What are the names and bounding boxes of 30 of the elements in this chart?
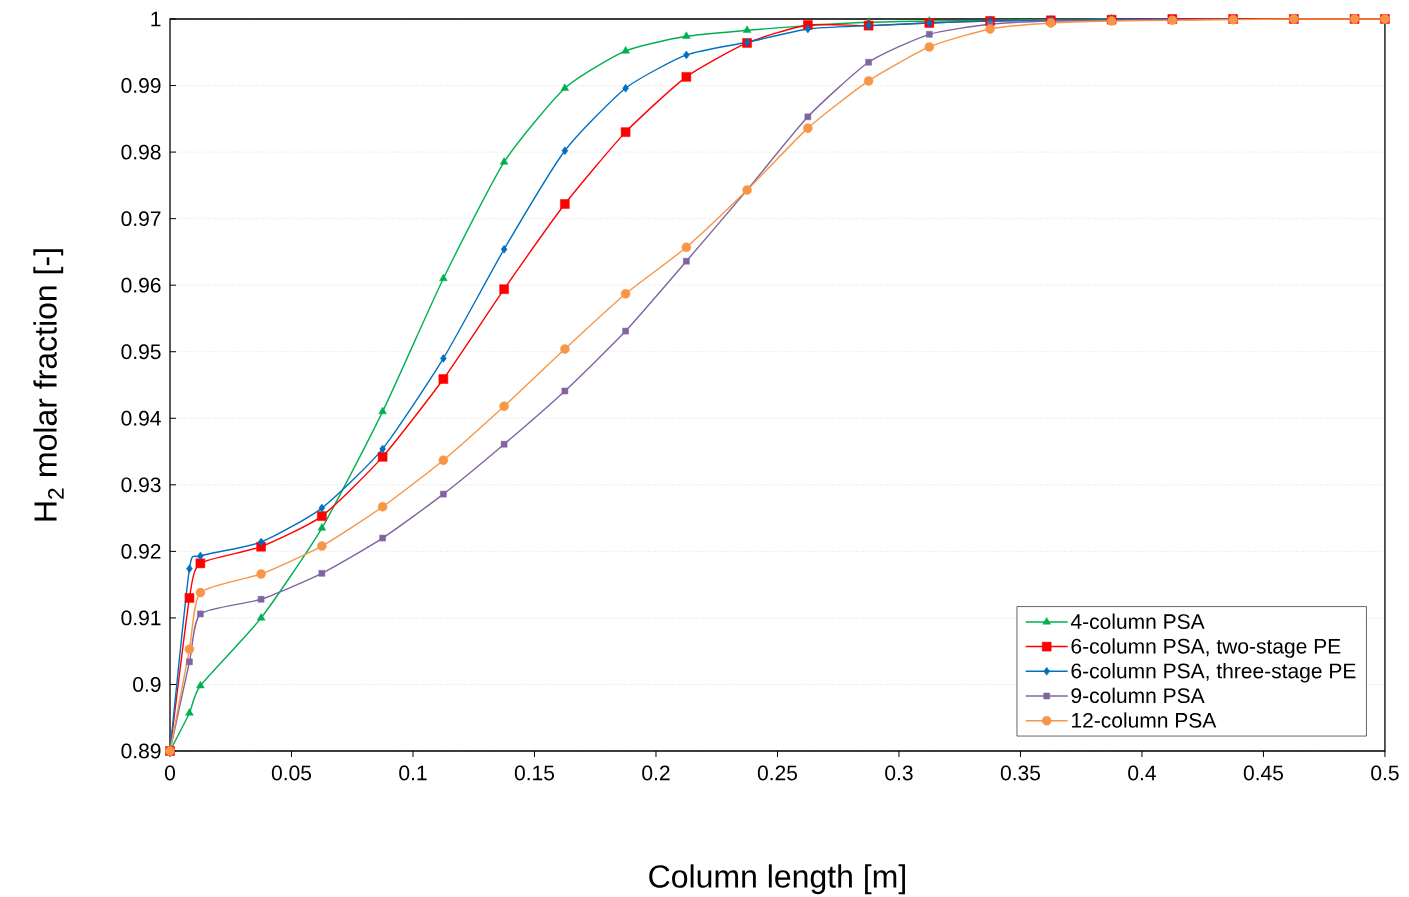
x-tick-label: 0.3 bbox=[885, 765, 913, 781]
legend-label: 6-column PSA, three-stage PE bbox=[1071, 662, 1356, 683]
y-tick-label: 0.92 bbox=[121, 543, 161, 559]
x-tick-label: 0.15 bbox=[514, 765, 555, 781]
x-axis-title: Column length [m] bbox=[649, 864, 905, 895]
x-tick-label: 0.45 bbox=[1243, 765, 1283, 781]
legend-label: 6-column PSA, two-stage PE bbox=[1071, 638, 1341, 658]
y-tick-label: 0.95 bbox=[121, 344, 161, 360]
x-tick-label: 0.05 bbox=[271, 765, 312, 781]
y-tick-label: 0.89 bbox=[121, 743, 161, 759]
legend-label: 12-column PSA bbox=[1072, 712, 1217, 728]
legend-label: 4-column PSA bbox=[1070, 613, 1205, 629]
x-tick-label: 0.5 bbox=[1371, 765, 1399, 781]
y-axis-title: H$_{2}$ molar fraction [-] bbox=[33, 249, 64, 521]
x-tick-label: 0.2 bbox=[642, 765, 670, 781]
x-tick-label: 0.25 bbox=[757, 765, 798, 781]
y-tick-label: 0.96 bbox=[121, 277, 161, 293]
y-tick-label: 0.91 bbox=[121, 610, 161, 626]
y-tick-label: 0.99 bbox=[121, 78, 161, 93]
y-tick-label: 0.9 bbox=[133, 677, 161, 692]
x-tick-label: 0.4 bbox=[1128, 765, 1156, 781]
y-tick-label: 1 bbox=[151, 11, 161, 27]
x-tick-label: 0.35 bbox=[1000, 765, 1041, 781]
y-tick-label: 0.98 bbox=[121, 144, 161, 160]
y-tick-label: 0.93 bbox=[121, 477, 161, 493]
y-tick-label: 0.94 bbox=[121, 410, 161, 426]
legend-label: 9-column PSA bbox=[1071, 687, 1205, 704]
y-tick-label: 0.97 bbox=[121, 211, 161, 227]
x-tick-label: 0.1 bbox=[399, 765, 427, 781]
x-tick-label: 0 bbox=[164, 765, 176, 781]
